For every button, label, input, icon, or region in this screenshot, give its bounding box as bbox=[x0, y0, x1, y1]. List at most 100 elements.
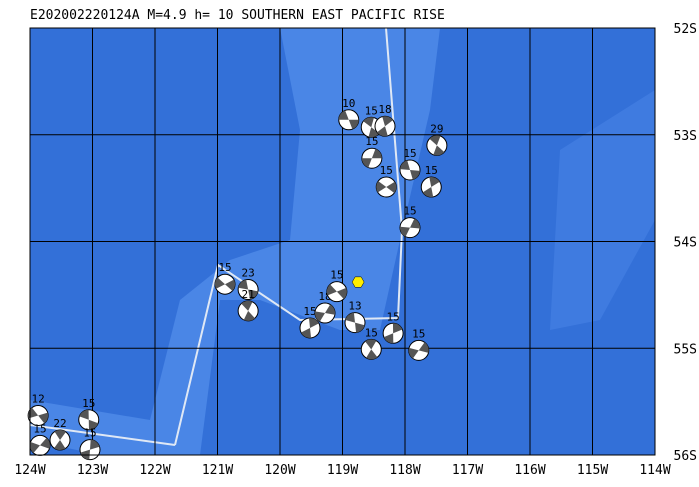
compression-quadrant bbox=[243, 310, 255, 321]
lat-tick-label: 56S bbox=[674, 449, 697, 464]
compression-quadrant bbox=[315, 311, 325, 322]
compression-quadrant bbox=[345, 312, 355, 323]
compression-quadrant bbox=[325, 304, 335, 315]
frame bbox=[29, 27, 656, 456]
compression-quadrant bbox=[248, 289, 258, 300]
lat-tick-label: 53S bbox=[674, 129, 697, 144]
focal-mechanism: 29 bbox=[426, 122, 448, 156]
compression-quadrant bbox=[392, 323, 403, 334]
depth-label: 29 bbox=[430, 122, 443, 135]
compression-quadrant bbox=[241, 300, 253, 311]
compression-quadrant bbox=[238, 279, 249, 290]
focal-mechanism: 15 bbox=[375, 164, 397, 198]
depth-label: 15 bbox=[365, 135, 378, 148]
focal-mechanism: 15 bbox=[360, 326, 382, 360]
depth-label: 15 bbox=[365, 326, 378, 339]
compression-quadrant bbox=[433, 145, 445, 156]
compression-quadrant bbox=[366, 349, 378, 360]
depth-label: 18 bbox=[378, 103, 391, 116]
compression-quadrant bbox=[90, 439, 100, 450]
lat-tick-label: 54S bbox=[674, 236, 697, 251]
depth-label: 13 bbox=[348, 300, 361, 313]
depth-label: 15 bbox=[33, 422, 46, 435]
focal-mechanism: 23 bbox=[237, 267, 259, 301]
map-title: E202002220124A M=4.9 h= 10 SOUTHERN EAST… bbox=[30, 8, 445, 23]
depth-label: 15 bbox=[218, 261, 231, 274]
compression-quadrant bbox=[365, 339, 377, 350]
compression-quadrant bbox=[377, 126, 388, 137]
lon-tick-label: 120W bbox=[264, 463, 295, 478]
depth-label: 10 bbox=[342, 97, 355, 110]
depth-label: 15 bbox=[425, 164, 438, 177]
compression-quadrant bbox=[355, 322, 365, 333]
compression-quadrant bbox=[215, 277, 225, 289]
ridge-zone bbox=[550, 90, 655, 330]
epicenter bbox=[351, 276, 365, 288]
compression-quadrant bbox=[301, 327, 312, 338]
focal-mechanism: 15 bbox=[299, 305, 321, 339]
compression-quadrant bbox=[400, 226, 410, 237]
focal-mechanism: 18 bbox=[374, 103, 396, 137]
depth-label: 21 bbox=[242, 288, 255, 301]
focal-mechanism: 22 bbox=[49, 417, 71, 451]
lon-tick-label: 115W bbox=[577, 463, 608, 478]
depth-label: 15 bbox=[403, 205, 416, 218]
compression-quadrant bbox=[368, 127, 380, 138]
compression-quadrant bbox=[40, 437, 51, 449]
focal-mechanism: 15 bbox=[399, 147, 421, 181]
compression-quadrant bbox=[383, 333, 394, 344]
lon-tick-label: 123W bbox=[77, 463, 108, 478]
focal-mechanism: 21 bbox=[237, 288, 259, 322]
focal-mechanism: 12 bbox=[27, 393, 49, 427]
focal-mechanism: 15 bbox=[408, 327, 430, 361]
depth-label: 15 bbox=[412, 327, 425, 340]
compression-quadrant bbox=[386, 181, 397, 194]
compression-quadrant bbox=[308, 317, 319, 328]
compression-quadrant bbox=[410, 169, 420, 180]
focal-mechanism: 15 bbox=[382, 310, 404, 344]
focal-mechanism: 15 bbox=[361, 135, 383, 169]
compression-quadrant bbox=[429, 177, 440, 188]
compression-quadrant bbox=[410, 218, 420, 229]
compression-quadrant bbox=[422, 187, 434, 198]
lon-tick-label: 121W bbox=[202, 463, 233, 478]
compression-quadrant bbox=[338, 110, 349, 120]
compression-quadrant bbox=[408, 347, 419, 359]
compression-quadrant bbox=[29, 442, 40, 453]
focal-mechanism: 15 bbox=[326, 269, 348, 303]
plate-boundary bbox=[29, 424, 176, 446]
depth-label: 15 bbox=[365, 104, 378, 117]
compression-quadrant bbox=[336, 287, 347, 299]
depth-label: 15 bbox=[303, 305, 316, 318]
lon-tick-label: 117W bbox=[452, 463, 483, 478]
compression-quadrant bbox=[361, 158, 372, 168]
lat-tick-label: 52S bbox=[674, 22, 697, 37]
compression-quadrant bbox=[88, 419, 99, 430]
compression-quadrant bbox=[225, 279, 236, 291]
lon-tick-label: 122W bbox=[139, 463, 170, 478]
depth-label: 15 bbox=[330, 269, 343, 282]
focal-mechanism: 15 bbox=[399, 205, 421, 239]
focal-mechanism: 15 bbox=[29, 422, 51, 456]
focal-mechanism: 15 bbox=[214, 261, 236, 295]
depth-label: 15 bbox=[387, 310, 400, 323]
compression-quadrant bbox=[363, 117, 374, 128]
compression-quadrant bbox=[400, 160, 410, 170]
lon-tick-label: 119W bbox=[327, 463, 358, 478]
focal-mechanism: 15 bbox=[420, 164, 442, 198]
compression-quadrant bbox=[28, 407, 39, 419]
lat-tick-label: 55S bbox=[674, 342, 697, 357]
lon-tick-label: 124W bbox=[14, 463, 45, 478]
depth-label: 15 bbox=[380, 164, 393, 177]
focal-mechanism: 10 bbox=[338, 97, 360, 131]
depth-label: 15 bbox=[83, 427, 96, 440]
compression-quadrant bbox=[371, 148, 382, 159]
depth-label: 15 bbox=[403, 147, 416, 160]
depth-label: 12 bbox=[32, 393, 45, 406]
compression-quadrant bbox=[418, 342, 429, 353]
compression-quadrant bbox=[54, 430, 66, 441]
depth-label: 23 bbox=[242, 267, 255, 280]
compression-quadrant bbox=[429, 135, 441, 146]
compression-quadrant bbox=[348, 119, 359, 130]
